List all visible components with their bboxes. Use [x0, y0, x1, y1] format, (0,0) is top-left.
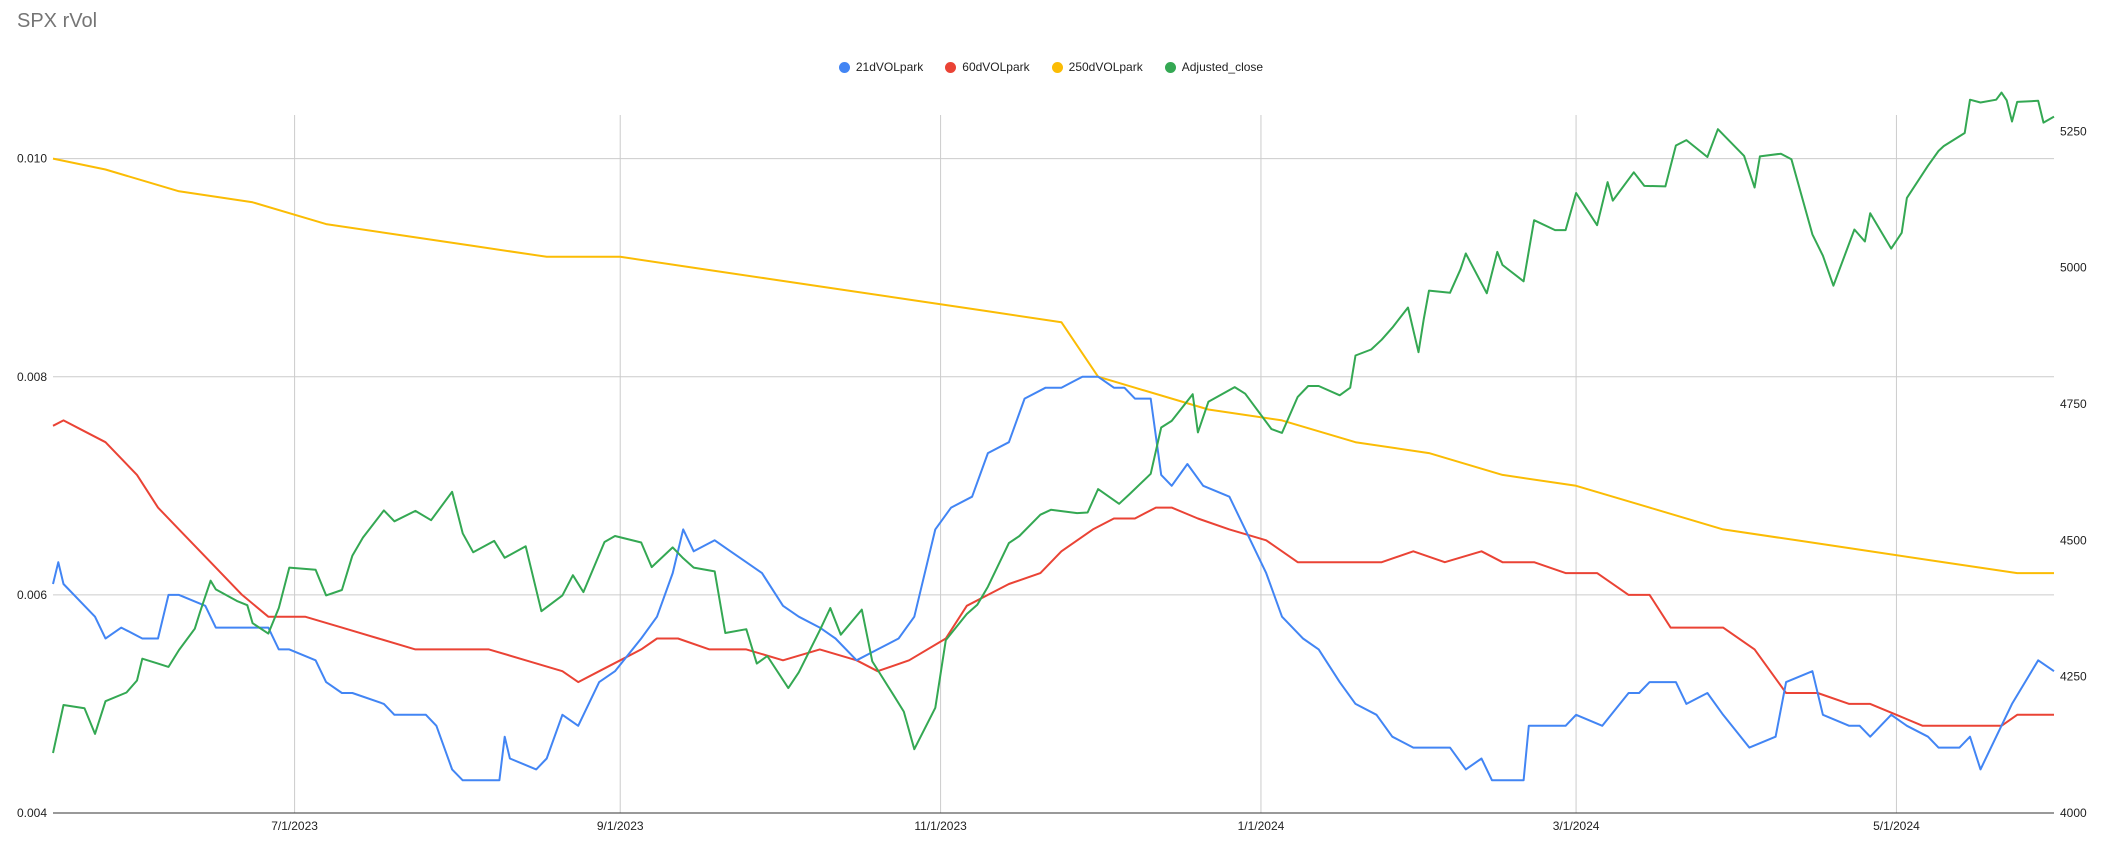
x-tick-label: 3/1/2024: [1553, 819, 1600, 833]
legend-swatch-21dvolpark: [838, 61, 850, 73]
legend-item-250dvolpark[interactable]: 250dVOLpark: [1051, 60, 1143, 74]
x-tick-label: 5/1/2024: [1873, 819, 1920, 833]
legend-swatch-adjusted-close: [1164, 61, 1176, 73]
y-right-tick-label: 5000: [2060, 261, 2087, 275]
chart-title: SPX rVol: [17, 10, 98, 32]
y-left-tick-label: 0.004: [17, 806, 47, 820]
x-tick-label: 9/1/2023: [597, 819, 644, 833]
series-line-60dvolpark: [52, 419, 2054, 727]
legend-swatch-250dvolpark: [1051, 61, 1063, 73]
y-right-tick-label: 4250: [2060, 670, 2087, 684]
series-line-250dvolpark: [52, 157, 2054, 575]
legend-label-adjusted-close: Adjusted_close: [1181, 60, 1264, 74]
series-line-21dvolpark: [52, 375, 2055, 782]
y-right-tick-label: 4000: [2060, 806, 2087, 820]
y-left-tick-label: 0.008: [17, 370, 47, 384]
y-right-tick-label: 4500: [2060, 533, 2087, 547]
legend-item-adjusted-close[interactable]: Adjusted_close: [1164, 60, 1264, 74]
series-line-adjusted-close: [52, 91, 2055, 754]
y-right-tick-label: 5250: [2060, 124, 2087, 138]
x-tick-label: 11/1/2023: [914, 819, 967, 833]
legend-item-60dvolpark[interactable]: 60dVOLpark: [945, 60, 1030, 74]
chart-legend: 21dVOLpark 60dVOLpark 250dVOLpark Adjust…: [0, 60, 2102, 74]
legend-label-21dvolpark: 21dVOLpark: [855, 60, 924, 74]
y-left-tick-label: 0.010: [17, 152, 47, 166]
legend-label-250dvolpark: 250dVOLpark: [1068, 60, 1143, 74]
x-tick-label: 1/1/2024: [1238, 819, 1285, 833]
y-left-tick-label: 0.006: [17, 588, 47, 602]
legend-item-21dvolpark[interactable]: 21dVOLpark: [838, 60, 924, 74]
legend-label-60dvolpark: 60dVOLpark: [962, 60, 1030, 74]
y-right-tick-label: 4750: [2060, 397, 2087, 411]
x-tick-label: 7/1/2023: [271, 819, 318, 833]
legend-swatch-60dvolpark: [945, 61, 957, 73]
